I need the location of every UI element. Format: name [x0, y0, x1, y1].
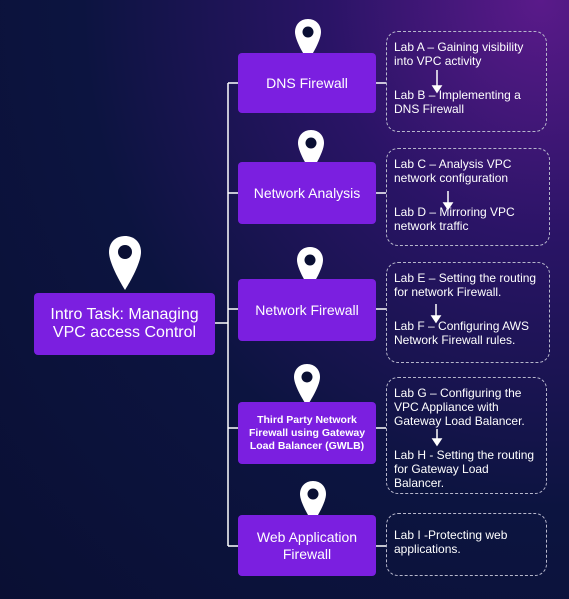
lab-item: Lab C – Analysis VPC network configurati…: [394, 157, 512, 185]
lab-group-1: Lab A – Gaining visibility into VPC acti…: [386, 31, 547, 132]
lab-group-4: Lab G – Configuring the VPC Appliance wi…: [386, 377, 547, 494]
lab-group-5: Lab I -Protecting web applications.: [386, 513, 547, 576]
intro-task-box: Intro Task: Managing VPC access Control: [34, 293, 215, 355]
lab-item: Lab I -Protecting web applications.: [394, 528, 508, 556]
lab-item: Lab A – Gaining visibility into VPC acti…: [394, 40, 524, 68]
arrow-down-icon: [430, 315, 442, 324]
location-pin-icon: [294, 364, 320, 406]
topic-network-analysis: Network Analysis: [238, 162, 376, 224]
location-pin-icon: [109, 236, 141, 290]
arrow-down-icon: [442, 202, 454, 211]
location-pin-icon: [300, 481, 326, 523]
topic-network-firewall: Network Firewall: [238, 279, 376, 341]
topic-dns-firewall: DNS Firewall: [238, 53, 376, 113]
location-pin-icon: [298, 130, 324, 172]
lab-item: Lab G – Configuring the VPC Appliance wi…: [394, 386, 525, 428]
lab-item: Lab F – Configuring AWS Network Firewall…: [394, 319, 529, 347]
lab-group-2: Lab C – Analysis VPC network configurati…: [386, 148, 550, 246]
arrow-down-icon: [431, 85, 443, 94]
topic-web-application-firewall: Web Application Firewall: [238, 515, 376, 576]
location-pin-icon: [295, 19, 321, 61]
lab-item: Lab B – Implementing a DNS Firewall: [394, 88, 521, 116]
lab-item: Lab H - Setting the routing for Gateway …: [394, 448, 535, 490]
lab-group-3: Lab E – Setting the routing for network …: [386, 262, 550, 363]
arrow-down-icon: [431, 438, 443, 447]
lab-item: Lab E – Setting the routing for network …: [394, 271, 537, 299]
topic-third-party-firewall: Third Party Network Firewall using Gatew…: [238, 402, 376, 464]
location-pin-icon: [297, 247, 323, 289]
lab-item: Lab D – Mirroring VPC network traffic: [394, 205, 515, 233]
